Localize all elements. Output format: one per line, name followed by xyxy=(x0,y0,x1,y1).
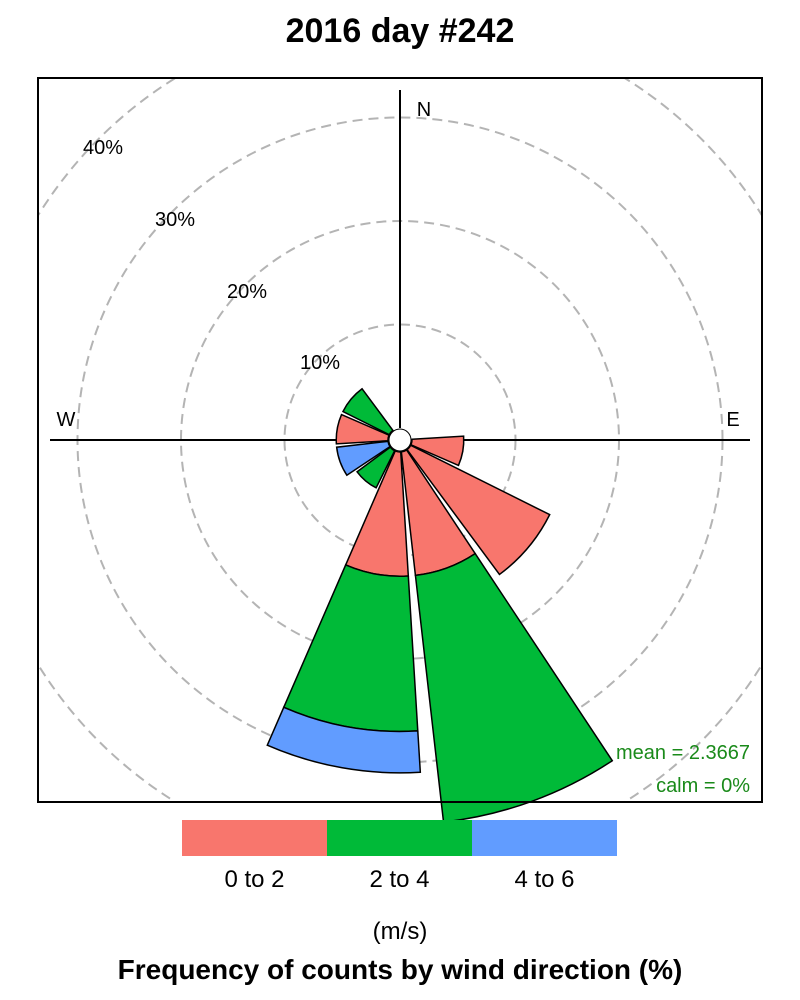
sector-160-bin-1 xyxy=(414,552,614,823)
radial-tick-label: 20% xyxy=(227,281,267,303)
sector-310-bin-1 xyxy=(341,387,394,436)
direction-label-east: E xyxy=(726,409,739,431)
direction-label-west: W xyxy=(57,409,76,431)
radial-tick-label: 40% xyxy=(83,137,123,159)
legend-label-0-2: 0 to 2 xyxy=(224,866,285,893)
axes-layer xyxy=(50,90,750,452)
sector-190-bin-2 xyxy=(266,706,422,774)
chart-caption: Frequency of counts by wind direction (%… xyxy=(117,954,683,985)
sector-250-bin-2 xyxy=(335,440,392,477)
radial-tick-label: 10% xyxy=(300,352,340,374)
radial-tick-label: 30% xyxy=(155,209,195,231)
sector-220-bin-1 xyxy=(356,446,396,489)
legend-label-2-4: 2 to 4 xyxy=(369,866,430,893)
legend-swatch-0-2 xyxy=(182,820,327,856)
stat-mean: mean = 2.3667 xyxy=(616,742,750,764)
plot-frame xyxy=(37,77,763,803)
legend-swatch-4-6 xyxy=(472,820,617,856)
stat-calm: calm = 0% xyxy=(656,775,750,797)
sector-layer xyxy=(266,387,614,823)
sector-130-bin-0 xyxy=(406,444,551,576)
legend-units: (m/s) xyxy=(372,918,428,945)
chart-title: 2016 day #242 xyxy=(285,12,515,50)
calm-circle xyxy=(388,428,412,452)
sector-100-bin-0 xyxy=(410,435,465,467)
direction-label-north: N xyxy=(417,99,431,121)
sector-190-bin-1 xyxy=(282,563,419,733)
sector-280-bin-0 xyxy=(335,413,390,445)
legend-swatch-2-4 xyxy=(327,820,472,856)
legend-label-4-6: 4 to 6 xyxy=(514,866,575,893)
